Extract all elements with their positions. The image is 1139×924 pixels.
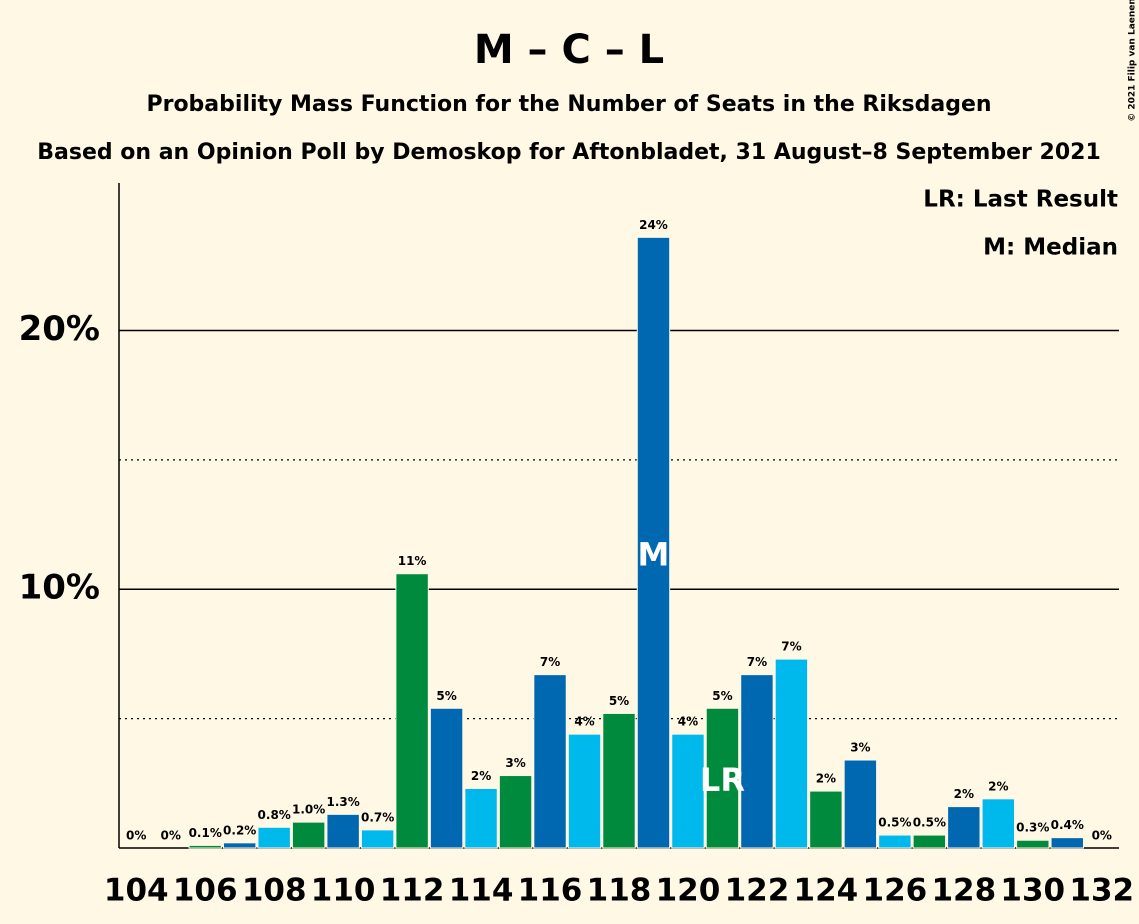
value-label: 0.4% <box>1051 818 1084 832</box>
value-label: 2% <box>471 769 491 783</box>
x-tick-label: 126 <box>863 873 928 909</box>
bar <box>878 834 912 849</box>
bar <box>912 834 947 849</box>
bar <box>429 707 464 849</box>
x-tick-label: 112 <box>380 873 445 909</box>
value-label: 0.7% <box>361 810 394 824</box>
bar <box>567 733 602 849</box>
value-label: 0.3% <box>1016 821 1049 835</box>
bar <box>843 759 878 849</box>
value-label: 2% <box>954 787 974 801</box>
value-label: 0% <box>126 829 146 843</box>
x-tick-label: 116 <box>518 873 583 909</box>
value-label: 4% <box>678 715 698 729</box>
last-result-marker: LR <box>700 761 745 799</box>
bar <box>188 844 222 849</box>
chart-subtitle: Based on an Opinion Poll by Demoskop for… <box>37 140 1101 165</box>
value-label: 0% <box>161 829 181 843</box>
x-tick-label: 106 <box>173 873 238 909</box>
value-label: 4% <box>574 715 594 729</box>
y-tick-label: 10% <box>19 568 100 608</box>
x-tick-label: 124 <box>794 873 859 909</box>
bar <box>395 573 429 849</box>
legend-entry: LR: Last Result <box>923 187 1118 213</box>
bar <box>1016 839 1050 849</box>
bar <box>947 806 981 849</box>
value-label: 3% <box>850 741 870 755</box>
x-tick-label: 130 <box>1000 873 1065 909</box>
x-tick-label: 118 <box>587 873 652 909</box>
median-marker: M <box>638 536 670 574</box>
bar <box>326 813 360 849</box>
value-label: 0% <box>1092 829 1112 843</box>
bar <box>636 236 671 849</box>
value-label: 2% <box>816 772 836 786</box>
value-label: 11% <box>398 554 427 568</box>
bar <box>774 658 809 849</box>
bar <box>257 826 291 849</box>
value-label: 7% <box>781 640 801 654</box>
x-tick-label: 114 <box>449 873 514 909</box>
value-label: 5% <box>436 689 456 703</box>
x-tick-label: 108 <box>242 873 307 909</box>
value-label: 2% <box>988 779 1008 793</box>
bar <box>809 790 843 849</box>
value-label: 3% <box>505 756 525 770</box>
value-label: 1.3% <box>326 795 359 809</box>
x-tick-label: 128 <box>931 873 996 909</box>
bar <box>705 707 740 849</box>
x-tick-label: 120 <box>656 873 721 909</box>
bar <box>291 821 326 849</box>
bar <box>602 712 636 849</box>
chart-subtitle: Probability Mass Function for the Number… <box>146 92 991 117</box>
value-label: 1.0% <box>292 803 325 817</box>
x-tick-label: 110 <box>311 873 376 909</box>
copyright: © 2021 Filip van Laenen <box>1128 0 1138 122</box>
bar <box>1050 837 1084 849</box>
value-label: 0.5% <box>878 816 911 830</box>
x-tick-label: 132 <box>1069 873 1134 909</box>
legend-entry: M: Median <box>983 235 1118 261</box>
bar <box>498 775 533 849</box>
y-tick-label: 20% <box>19 309 100 349</box>
value-label: 24% <box>639 218 668 232</box>
value-label: 7% <box>540 655 560 669</box>
value-label: 5% <box>609 694 629 708</box>
bar <box>464 787 498 849</box>
bar <box>533 674 567 849</box>
value-label: 5% <box>712 689 732 703</box>
value-label: 0.8% <box>258 808 291 822</box>
bar <box>740 674 774 849</box>
bar <box>360 829 395 849</box>
value-label: 0.5% <box>913 816 946 830</box>
chart-title: M – C – L <box>474 27 664 73</box>
value-label: 0.2% <box>223 823 256 837</box>
x-tick-label: 104 <box>104 873 169 909</box>
x-tick-label: 122 <box>725 873 790 909</box>
value-label: 7% <box>747 655 767 669</box>
bar <box>981 798 1016 849</box>
bar <box>671 733 705 849</box>
value-label: 0.1% <box>189 826 222 840</box>
bar <box>222 842 257 849</box>
